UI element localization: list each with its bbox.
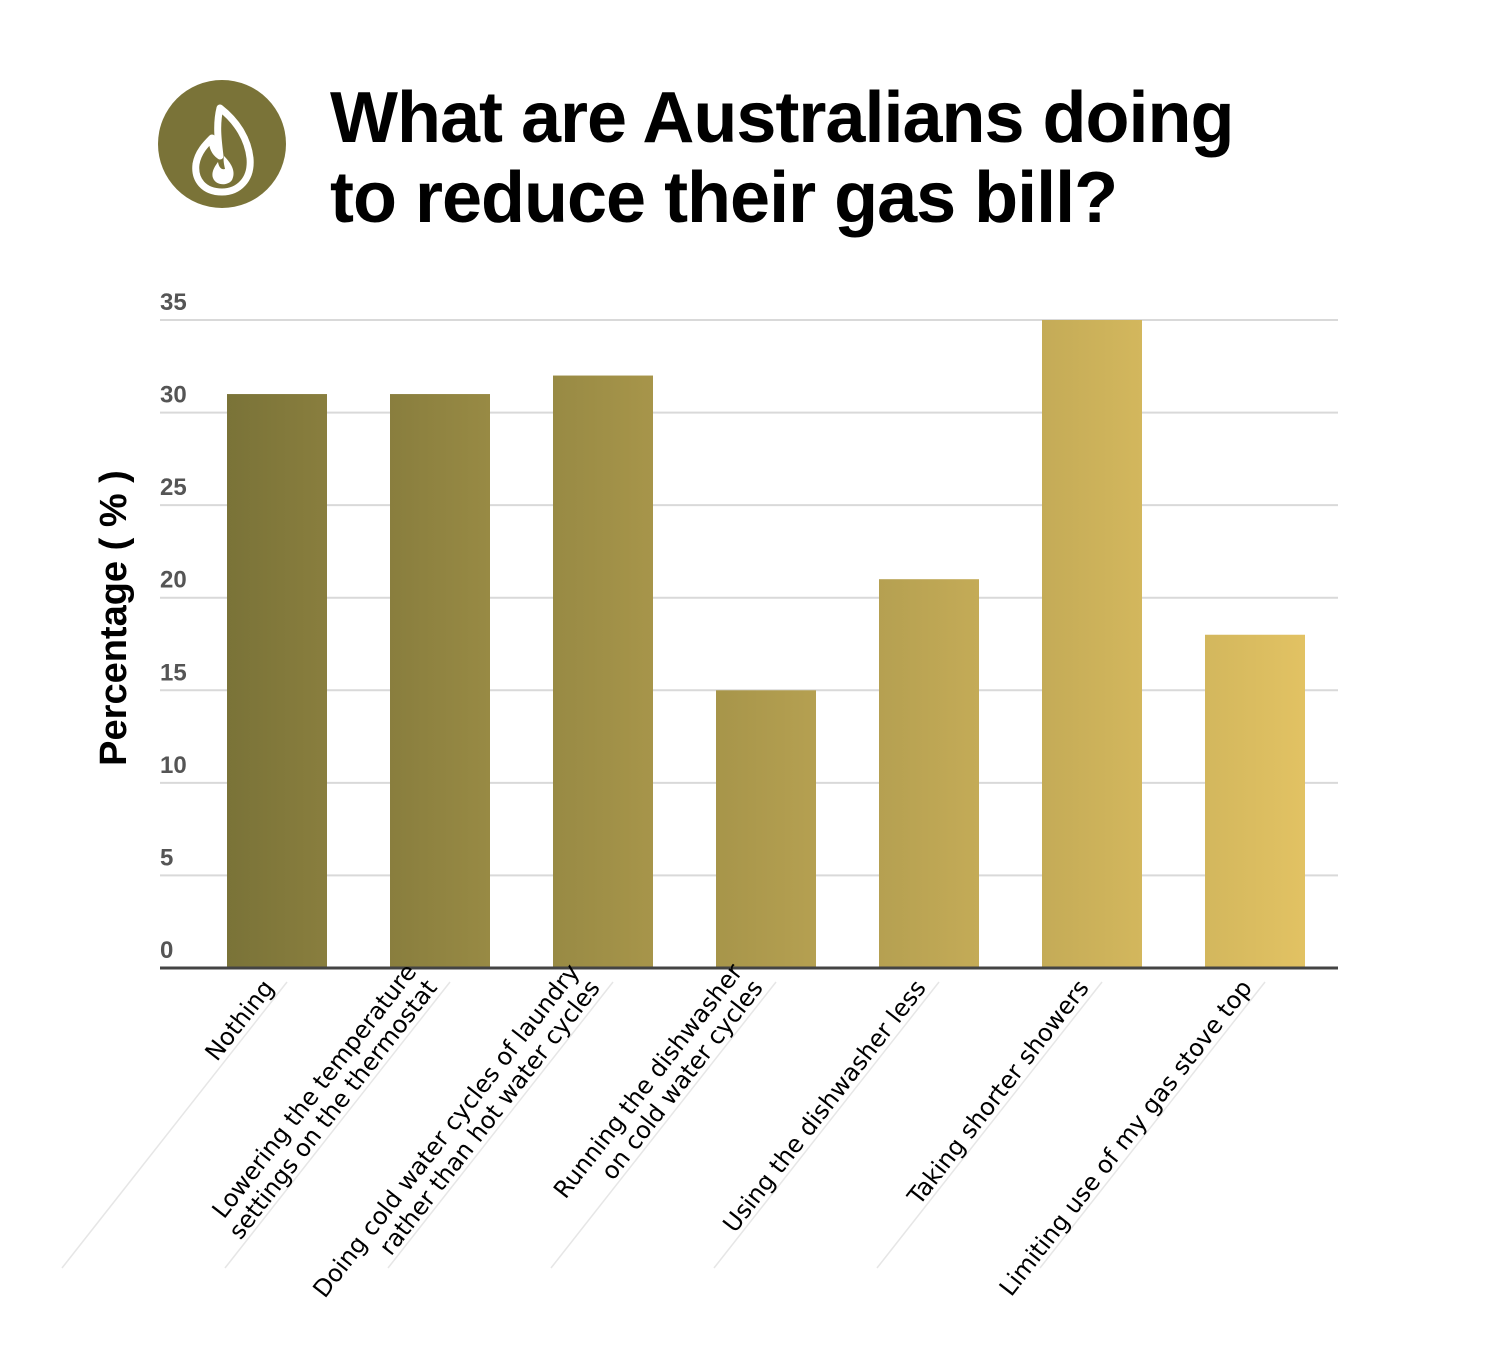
diagonal-guide [713, 981, 940, 1269]
y-tick-label: 20 [160, 567, 187, 594]
title-line-1: What are Australians doing [330, 78, 1234, 158]
y-axis-label: Percentage ( % ) [93, 470, 135, 766]
bar [879, 579, 979, 968]
bar [1205, 634, 1305, 968]
diagonal-guide [61, 981, 288, 1269]
diagonal-guide [876, 981, 1103, 1269]
y-tick-label: 5 [160, 844, 173, 871]
title-line-2: to reduce their gas bill? [330, 158, 1118, 238]
diagonal-guide [1039, 981, 1266, 1269]
decorative-diagonal-lines [61, 981, 1266, 1269]
page-title: What are Australians doing to reduce the… [330, 78, 1330, 238]
x-tick-label: Taking shorter showers [901, 974, 1094, 1210]
y-tick-label: 0 [160, 937, 173, 964]
y-tick-label: 15 [160, 659, 187, 686]
flame-icon [158, 80, 286, 208]
y-tick-label: 35 [160, 289, 187, 316]
y-axis-ticks: 0 5 10 15 20 25 30 35 [160, 289, 187, 964]
x-tick-label: Doing cold water cycles of laundryrather… [307, 958, 605, 1319]
bar [553, 375, 653, 968]
bar [716, 690, 816, 968]
y-tick-label: 25 [160, 474, 187, 501]
y-tick-label: 30 [160, 382, 187, 409]
bars [227, 320, 1305, 968]
y-tick-label: 10 [160, 752, 187, 779]
diagonal-guide [224, 981, 451, 1269]
bar [390, 394, 490, 968]
header: What are Australians doing to reduce the… [0, 0, 1500, 260]
bar [1042, 320, 1142, 968]
diagonal-guide [387, 981, 614, 1269]
x-tick-label: Nothing [200, 974, 280, 1066]
diagonal-guide [550, 981, 777, 1269]
bar [227, 394, 327, 968]
